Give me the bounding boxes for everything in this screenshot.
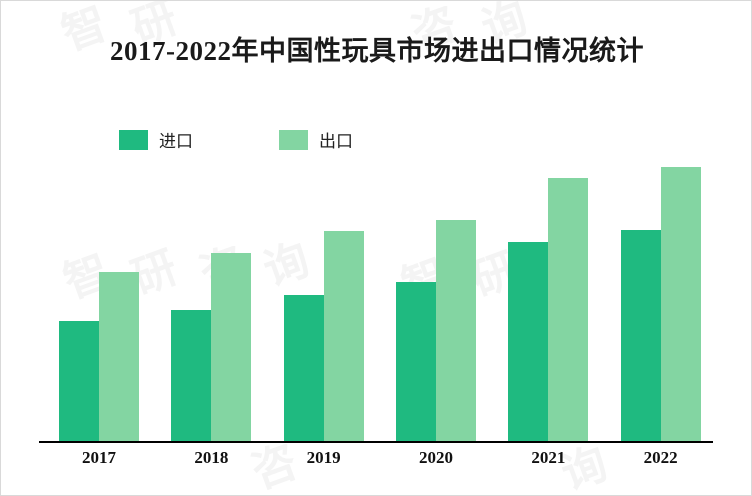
chart-legend: 进口 出口 <box>119 127 353 152</box>
bar-group <box>488 151 600 441</box>
bar-export[interactable] <box>435 219 476 441</box>
legend-swatch-export <box>279 129 308 150</box>
bar-export[interactable] <box>660 167 701 441</box>
x-axis-tick-label: 2021 <box>531 448 566 467</box>
legend-swatch-import <box>119 129 148 150</box>
bar-group <box>264 151 376 441</box>
bar-group <box>376 151 488 441</box>
legend-label-export: 出口 <box>319 132 353 151</box>
bar-export[interactable] <box>548 178 589 441</box>
bar-import[interactable] <box>508 241 549 441</box>
chart-title: 2017-2022年中国性玩具市场进出口情况统计 <box>110 36 644 66</box>
legend-item-export[interactable]: 出口 <box>279 127 353 152</box>
bar-export[interactable] <box>211 252 252 441</box>
x-axis-tick-label: 2020 <box>418 448 453 467</box>
bar-export[interactable] <box>323 231 364 441</box>
bar-group <box>601 151 713 441</box>
x-axis-line <box>39 441 713 443</box>
bar-groups <box>39 151 713 441</box>
x-axis-tick-label: 2019 <box>306 448 341 467</box>
bar-import[interactable] <box>59 321 99 441</box>
bar-import[interactable] <box>395 282 436 441</box>
bar-import[interactable] <box>283 295 324 441</box>
x-axis-tick-labels: 2017 2018 2019 2020 2021 2022 <box>39 448 713 478</box>
x-axis-tick-label: 2018 <box>194 448 229 467</box>
bar-export[interactable] <box>99 271 139 441</box>
bar-import[interactable] <box>620 230 661 441</box>
legend-item-import[interactable]: 进口 <box>119 127 193 152</box>
legend-label-import: 进口 <box>159 132 193 151</box>
bar-group <box>151 151 263 441</box>
x-axis-tick-label: 2017 <box>82 448 116 467</box>
plot-area <box>39 151 713 441</box>
x-axis-tick-label: 2022 <box>643 448 678 467</box>
bar-group <box>39 151 151 441</box>
bar-import[interactable] <box>171 309 212 441</box>
